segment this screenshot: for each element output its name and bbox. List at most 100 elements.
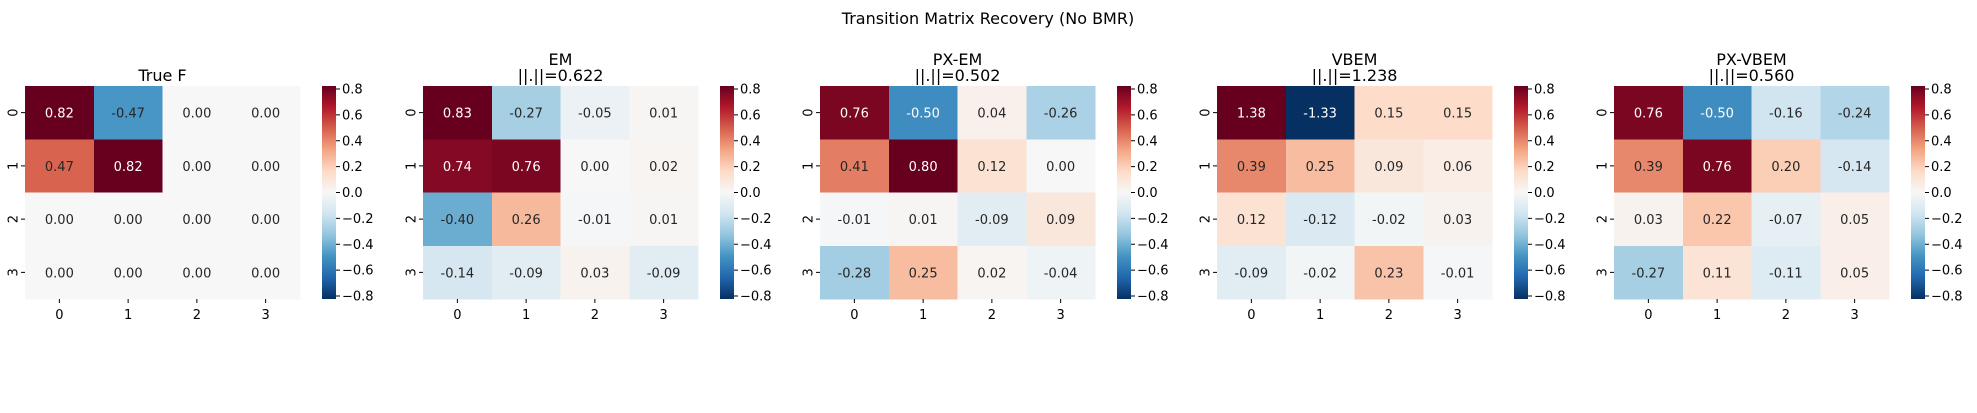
y-tick-label: 3 [405,268,420,276]
cell-value-label: 0.12 [1237,213,1266,228]
y-tick-label: 1 [405,162,420,170]
cell-value-label: 0.15 [1374,107,1403,122]
heatmap-cell [1285,192,1355,247]
heatmap-cell [93,245,163,300]
cell-value-label: 0.26 [512,213,541,228]
heatmap-cell [423,139,493,193]
cell-value-label: -0.27 [1632,266,1666,281]
heatmap-cell [1751,192,1821,247]
heatmap-cell [162,139,232,193]
heatmap-cell [560,86,630,140]
cell-value-label: 0.01 [909,213,938,228]
heatmap-cell [1682,245,1752,300]
heatmap-cell [1285,139,1355,193]
heatmap-cell [629,139,699,193]
heatmap-cell [491,86,561,140]
colorbar [1911,86,1925,299]
colorbar-tick-label: −0.2 [342,212,374,227]
colorbar-tick-label: 0.0 [342,186,363,201]
heatmap-cell [1217,245,1287,300]
cell-value-label: 0.76 [1634,107,1663,122]
cell-value-label: 0.09 [1374,160,1403,175]
heatmap-cell [93,192,163,247]
cell-value-label: 0.05 [1840,266,1869,281]
x-tick-label: 2 [193,308,201,323]
cell-value-label: -0.12 [1303,213,1337,228]
cell-value-label: 0.06 [1443,160,1472,175]
heatmap-cell [820,192,890,247]
colorbar-tick-label: −0.8 [342,290,374,305]
colorbar-tick-label: −0.6 [342,264,374,279]
y-tick-label: 0 [802,108,817,116]
colorbar-tick-label: −0.8 [1931,290,1963,305]
cell-value-label: 0.00 [251,213,280,228]
heatmap-cell [423,86,493,140]
colorbar-tick-label: −0.8 [1534,290,1566,305]
cell-value-label: 0.00 [114,213,143,228]
cell-value-label: 0.00 [251,107,280,122]
cell-value-label: 0.04 [977,107,1006,122]
heatmap-cell [629,86,699,140]
heatmap-panel-4: PX-VBEM||.||=0.560 0.76 -0.50 -0.16 -0.24 0.3… [1596,50,1963,323]
cell-value-label: -0.26 [1044,107,1078,122]
x-tick-label: 3 [1453,308,1461,323]
colorbar-tick-label: 0.6 [740,108,761,123]
y-tick-label: 1 [1199,162,1214,170]
heatmap-cell [1026,192,1096,247]
colorbar-tick-label: 0.2 [1137,160,1158,175]
cell-value-label: -0.09 [1235,266,1269,281]
heatmap-cell [1026,139,1096,193]
cell-value-label: -0.11 [1769,266,1803,281]
x-tick-label: 2 [988,308,996,323]
heatmap-cell [629,245,699,300]
heatmap-cell [162,245,232,300]
heatmap-cell [1820,86,1890,140]
heatmap-cell [888,192,958,247]
colorbar-tick-label: 0.8 [1534,83,1555,98]
y-tick-label: 0 [1199,108,1214,116]
cell-value-label: -0.47 [111,107,145,122]
colorbar-tick-label: −0.2 [740,212,772,227]
heatmap-cell [93,86,163,140]
colorbar-tick-label: 0.8 [1137,83,1158,98]
cell-value-label: 0.03 [1443,213,1472,228]
heatmap-cell [1682,192,1752,247]
heatmap-panel-3: VBEM||.||=1.238 1.38 -1.33 0.15 0.15 0.39 0.25… [1199,50,1566,323]
x-tick-label: 1 [919,308,927,323]
cell-value-label: 0.05 [1840,213,1869,228]
heatmap-cell [820,245,890,300]
heatmap-cell [629,192,699,247]
y-tick-label: 0 [405,108,420,116]
heatmap-cell [93,139,163,193]
heatmap-cell [1217,139,1287,193]
y-tick-label: 0 [7,108,22,116]
colorbar-tick-label: 0.2 [1931,160,1952,175]
cell-value-label: -0.14 [1838,160,1872,175]
heatmap-cell [491,245,561,300]
y-tick-label: 3 [1199,268,1214,276]
x-tick-label: 0 [453,308,461,323]
cell-value-label: 0.25 [909,266,938,281]
cell-value-label: 0.25 [1306,160,1335,175]
heatmap-cell [1682,139,1752,193]
panel-subtitle: ||.||=1.238 [1312,66,1398,85]
colorbar-tick-label: 0.8 [342,83,363,98]
colorbar-tick-label: −0.4 [740,238,772,253]
colorbar-tick-label: 0.4 [740,134,761,149]
heatmap-cell [1026,86,1096,140]
x-tick-label: 1 [522,308,530,323]
figure-suptitle: Transition Matrix Recovery (No BMR) [841,9,1134,28]
cell-value-label: -0.09 [647,266,681,281]
heatmap-cell [1751,245,1821,300]
heatmap-cell [1614,86,1684,140]
panel-title: VBEM [1332,50,1378,69]
heatmap-cell [423,192,493,247]
heatmap-cell [25,245,95,300]
cell-value-label: 0.82 [114,160,143,175]
heatmap-cell [1354,86,1424,140]
heatmap-cell [1820,139,1890,193]
y-tick-label: 2 [7,215,22,223]
colorbar-tick-label: −0.6 [740,264,772,279]
heatmap-cell [162,86,232,140]
